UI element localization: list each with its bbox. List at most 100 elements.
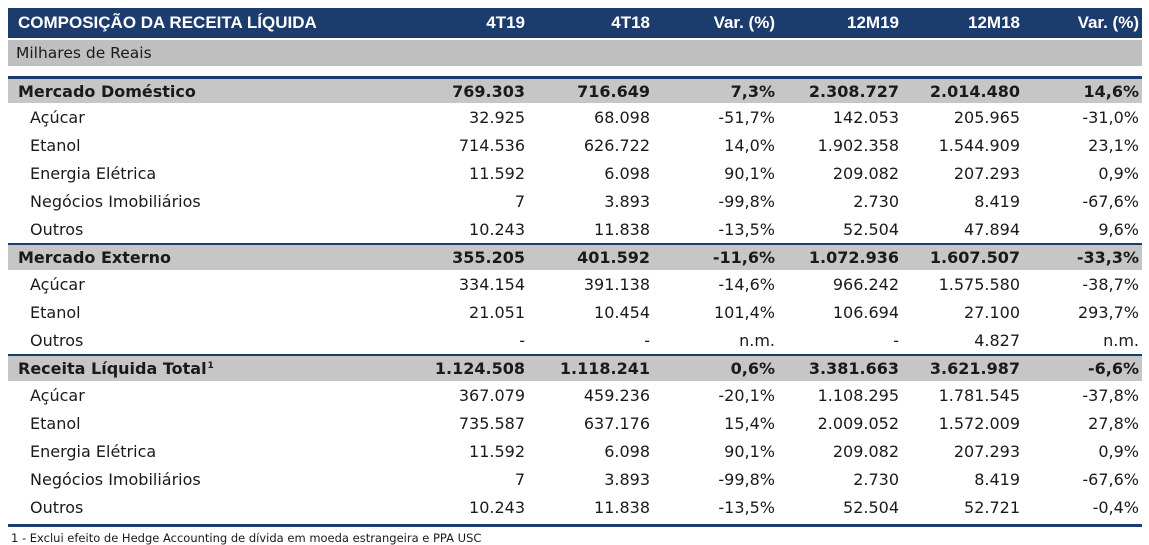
section-value: 3.621.987 xyxy=(929,359,1020,378)
row-value: -38,7% xyxy=(1082,274,1139,294)
row-value: -99,8% xyxy=(718,469,775,489)
row-label: Açúcar xyxy=(30,385,85,405)
row-value: 47.894 xyxy=(964,219,1020,239)
section-row: Mercado Doméstico 769.303 716.649 7,3% 2.308… xyxy=(8,76,1142,103)
row-value: -99,8% xyxy=(718,191,775,211)
row-value: 293,7% xyxy=(1077,302,1139,322)
row-value: 2.009.052 xyxy=(817,413,899,433)
row-label: Negócios Imobiliários xyxy=(30,191,201,211)
row-value: 3.893 xyxy=(604,191,650,211)
section-value: 2.308.727 xyxy=(808,81,899,101)
table-row: Etanol 735.587 637.176 15,4% 2.009.052 1.572.… xyxy=(8,409,1142,437)
section-value: 716.649 xyxy=(577,81,650,101)
row-value: 735.587 xyxy=(458,413,525,433)
section-row: Receita Líquida Total1 1.124.508 1.118.241… xyxy=(8,354,1142,381)
row-value: 1.575.580 xyxy=(938,274,1020,294)
row-value: 10.243 xyxy=(469,219,525,239)
section-value: 14,6% xyxy=(1083,81,1139,101)
column-header: 12M18 xyxy=(968,13,1020,32)
section-row: Mercado Externo 355.205 401.592 -11,6% 1.072… xyxy=(8,243,1142,270)
row-value: 626.722 xyxy=(583,135,650,155)
section-value: 2.014.480 xyxy=(929,81,1020,101)
row-value: -13,5% xyxy=(718,497,775,517)
table-row: Outros 10.243 11.838 -13,5% 52.504 47.894 9,6% xyxy=(8,215,1142,243)
row-value: 209.082 xyxy=(832,441,899,461)
row-value: 207.293 xyxy=(953,163,1020,183)
table-row: Energia Elétrica 11.592 6.098 90,1% 209.082 2… xyxy=(8,437,1142,465)
row-value: 334.154 xyxy=(458,274,525,294)
row-value: 21.051 xyxy=(469,302,525,322)
row-value: -14,6% xyxy=(718,274,775,294)
section-value: 1.607.507 xyxy=(929,248,1020,267)
row-value: 68.098 xyxy=(594,107,650,127)
row-value: 2.730 xyxy=(853,191,899,211)
row-value: -31,0% xyxy=(1082,107,1139,127)
section-value: -6,6% xyxy=(1087,359,1139,378)
row-value: -67,6% xyxy=(1082,469,1139,489)
row-label: Outros xyxy=(30,497,84,517)
bottom-rule xyxy=(8,524,1142,527)
revenue-composition-table: COMPOSIÇÃO DA RECEITA LÍQUIDA 4T19 4T18 … xyxy=(8,8,1142,545)
row-value: 14,0% xyxy=(724,135,775,155)
row-value: 367.079 xyxy=(458,385,525,405)
units-row: Milhares de Reais xyxy=(8,38,1142,66)
row-label: Energia Elétrica xyxy=(30,441,157,461)
section-value: 401.592 xyxy=(577,248,650,267)
row-value: 966.242 xyxy=(832,274,899,294)
table-row: Etanol 21.051 10.454 101,4% 106.694 27.100 293… xyxy=(8,298,1142,326)
row-value: 8.419 xyxy=(974,469,1020,489)
row-value: -13,5% xyxy=(718,219,775,239)
row-value: 142.053 xyxy=(832,107,899,127)
row-value: -37,8% xyxy=(1082,385,1139,405)
row-value: 3.893 xyxy=(604,469,650,489)
row-value: 52.504 xyxy=(843,219,899,239)
row-value: 7 xyxy=(514,469,525,489)
row-value: 1.902.358 xyxy=(817,135,899,155)
section-value: -33,3% xyxy=(1076,248,1139,267)
section-label-text: Mercado Externo xyxy=(18,248,171,267)
row-value: 11.592 xyxy=(469,441,525,461)
section-value: 7,3% xyxy=(730,81,775,101)
row-value: 52.504 xyxy=(843,497,899,517)
section-label: Receita Líquida Total1 xyxy=(8,359,404,378)
table-row: Outros - - n.m. - 4.827 n.m. xyxy=(8,326,1142,354)
row-value: -51,7% xyxy=(718,107,775,127)
table-header: COMPOSIÇÃO DA RECEITA LÍQUIDA 4T19 4T18 … xyxy=(8,8,1142,38)
row-value: 205.965 xyxy=(953,107,1020,127)
footnote-marker: 1 xyxy=(207,360,214,371)
row-label: Açúcar xyxy=(30,107,85,127)
row-value: 106.694 xyxy=(832,302,899,322)
row-value: 9,6% xyxy=(1098,219,1139,239)
row-value: 637.176 xyxy=(583,413,650,433)
section-value: 1.072.936 xyxy=(808,248,899,267)
row-value: 0,9% xyxy=(1098,441,1139,461)
section-value: 3.381.663 xyxy=(808,359,899,378)
row-value: 0,9% xyxy=(1098,163,1139,183)
column-header: 12M19 xyxy=(847,13,899,32)
row-value: 15,4% xyxy=(724,413,775,433)
row-value: 101,4% xyxy=(713,302,775,322)
row-value: - xyxy=(893,330,899,350)
row-value: n.m. xyxy=(1103,330,1139,350)
spacer xyxy=(8,66,1142,76)
units-label: Milhares de Reais xyxy=(16,44,152,62)
row-value: n.m. xyxy=(739,330,775,350)
footnote: 1 - Exclui efeito de Hedge Accounting de… xyxy=(11,531,482,545)
table-row: Outros 10.243 11.838 -13,5% 52.504 52.721 -0,4… xyxy=(8,493,1142,521)
row-value: 11.838 xyxy=(594,219,650,239)
column-header: 4T18 xyxy=(611,13,650,32)
table-row: Negócios Imobiliários 7 3.893 -99,8% 2.730 8.… xyxy=(8,187,1142,215)
table-row: Etanol 714.536 626.722 14,0% 1.902.358 1.544.… xyxy=(8,131,1142,159)
row-value: 90,1% xyxy=(724,441,775,461)
row-value: 207.293 xyxy=(953,441,1020,461)
row-value: - xyxy=(644,330,650,350)
row-value: 6.098 xyxy=(604,441,650,461)
table-row: Açúcar 334.154 391.138 -14,6% 966.242 1.575.5… xyxy=(8,270,1142,298)
row-value: 8.419 xyxy=(974,191,1020,211)
row-value: 4.827 xyxy=(974,330,1020,350)
row-value: 459.236 xyxy=(583,385,650,405)
column-header: 4T19 xyxy=(486,13,525,32)
row-label: Energia Elétrica xyxy=(30,163,157,183)
column-header: Var. (%) xyxy=(1077,13,1139,32)
row-label: Etanol xyxy=(30,135,81,155)
